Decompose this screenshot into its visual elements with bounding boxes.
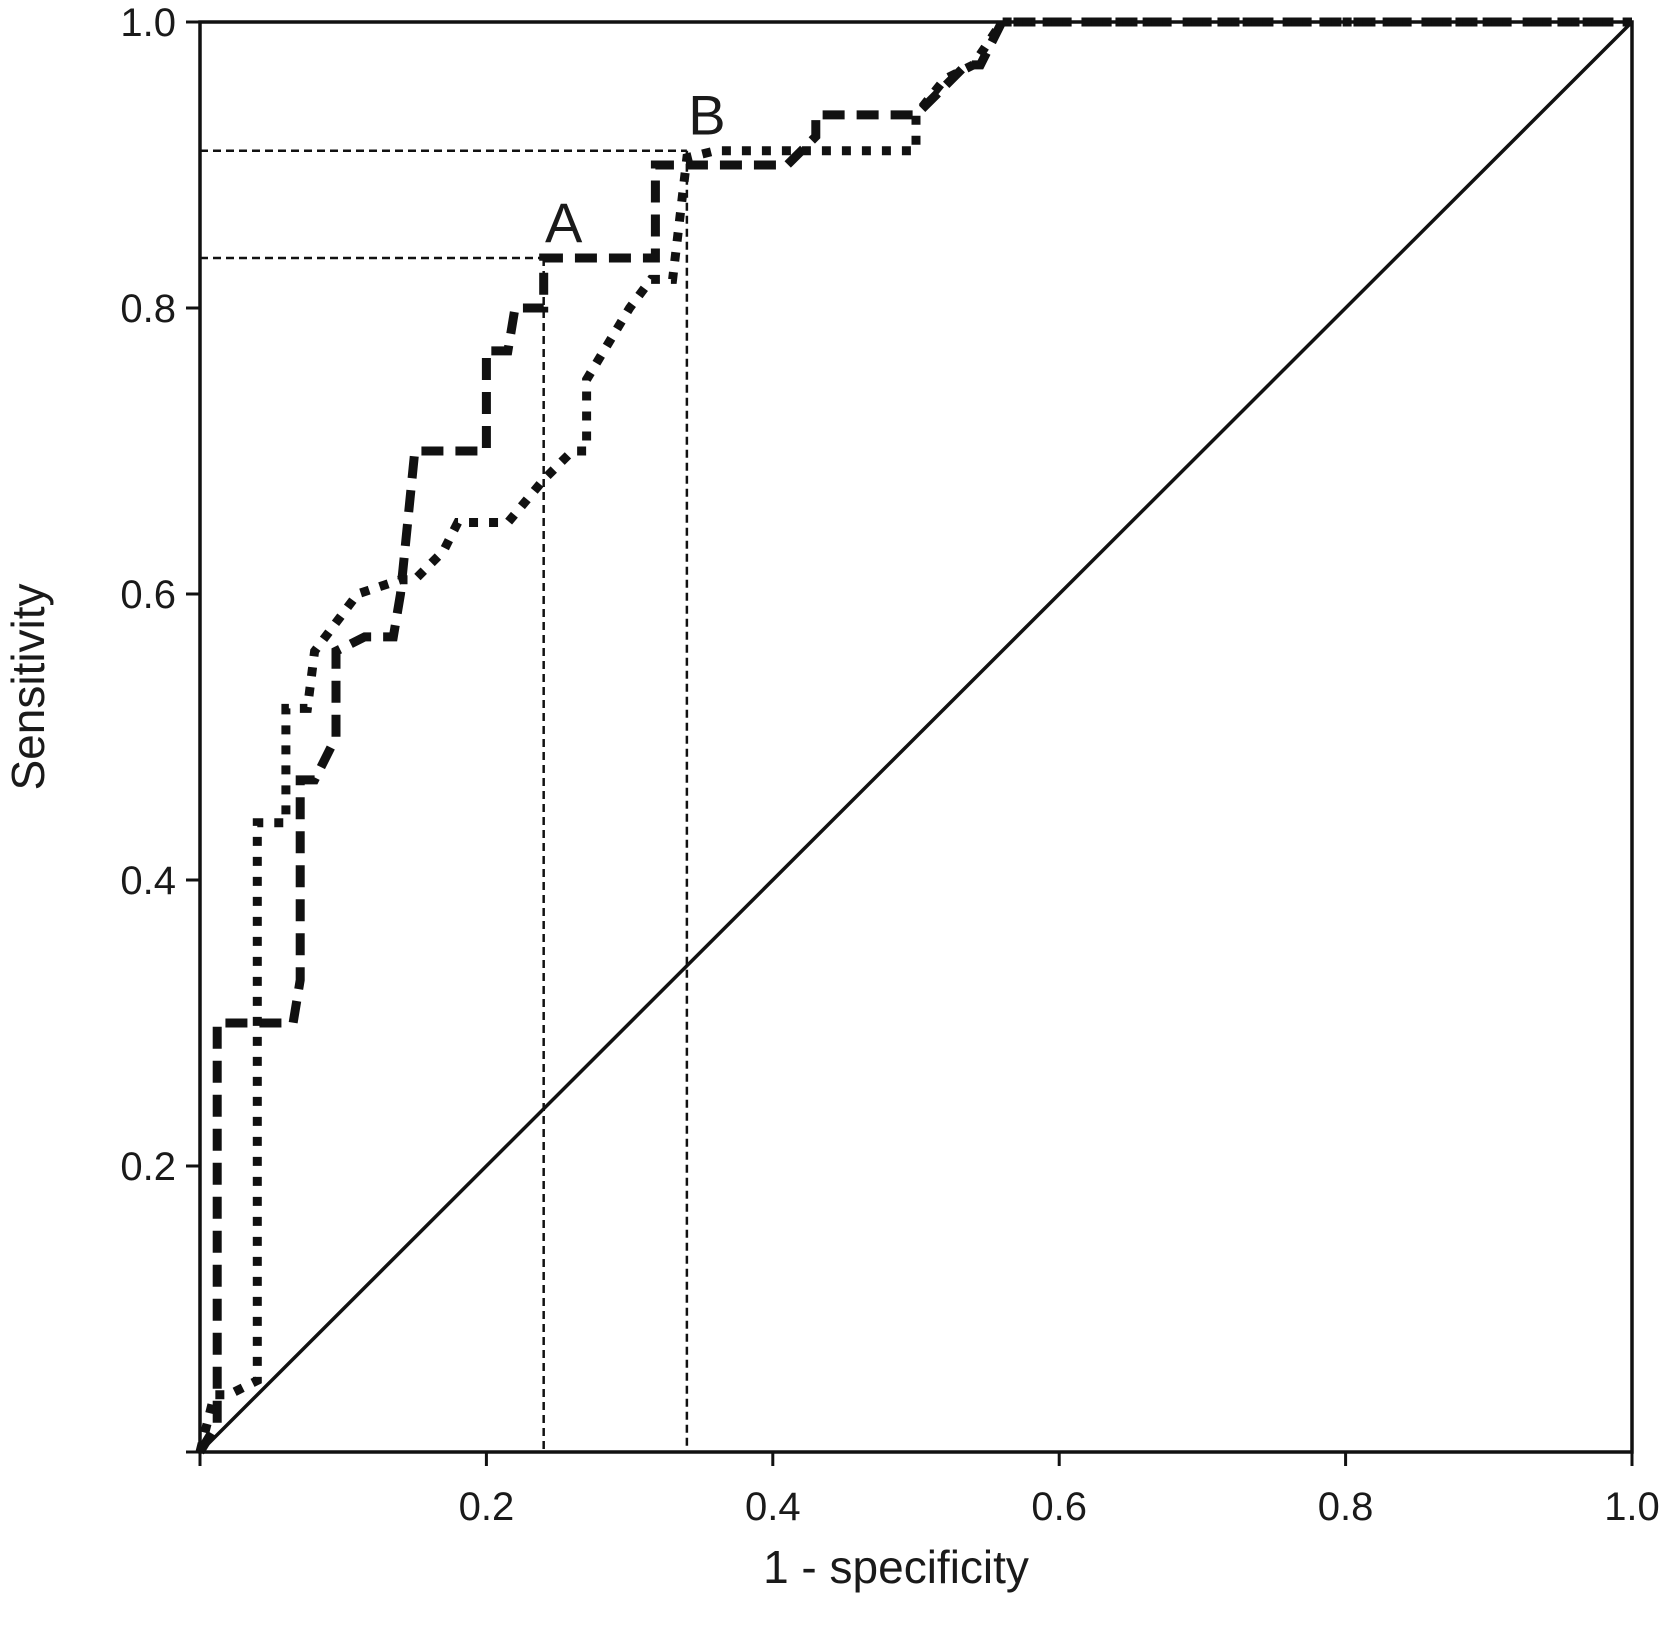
x-tick-label: 0.6 [1031,1485,1087,1529]
x-tick-label: 0.8 [1318,1485,1374,1529]
series-lines [195,17,1634,1455]
reference-guides [200,149,689,1452]
x-tick-label: 0.2 [459,1485,515,1529]
point-annotations: AB [545,84,726,254]
plot-frame [198,20,1634,1454]
x-axis-title: 1 - specificity [763,1541,1029,1593]
y-tick-label: 0.8 [120,287,176,331]
y-axis-title: Sensitivity [2,583,54,790]
point-label-b: B [688,84,725,147]
y-tick-label: 1.0 [120,1,176,45]
plot-border [198,20,1634,1454]
axis-tick-labels: 0.2 0.4 0.6 0.8 1.0 0.2 0.4 0.6 0.8 1.0 [120,1,1659,1529]
axis-ticks [186,20,1634,1466]
y-tick-label: 0.6 [120,573,176,617]
roc-curve-dashed [196,17,1632,1455]
y-tick-label: 0.4 [120,859,176,903]
y-tick-label: 0.2 [120,1145,176,1189]
reference-diagonal-line [198,20,1634,1454]
point-label-a: A [545,191,583,254]
x-tick-label: 1.0 [1604,1485,1660,1529]
x-tick-label: 0.4 [745,1485,801,1529]
